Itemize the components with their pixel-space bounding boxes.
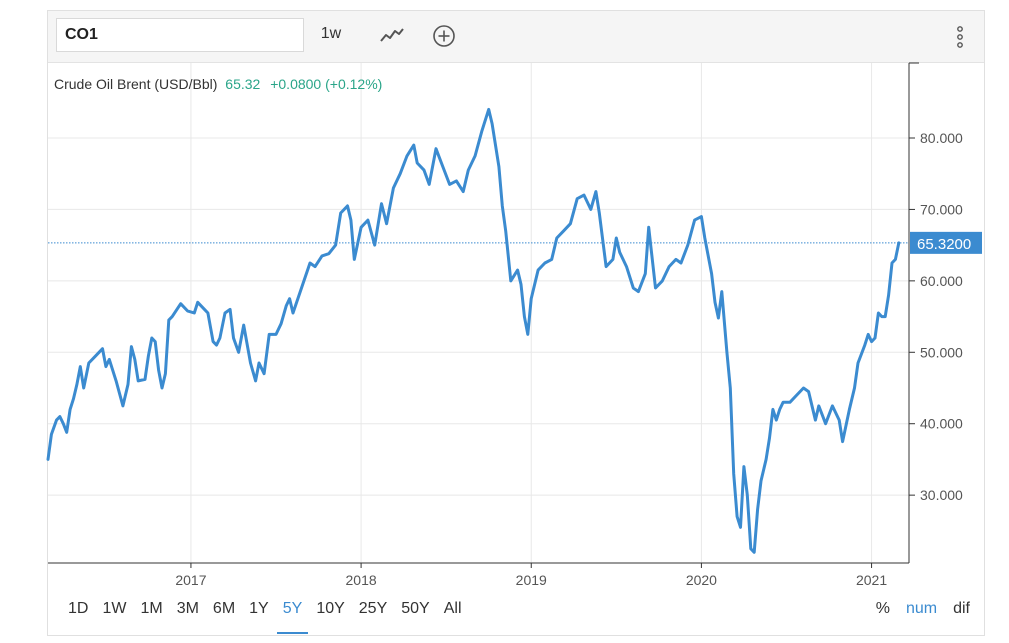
y-tick-label: 70.000 [920, 201, 963, 217]
instrument-name: Crude Oil Brent (USD/Bbl) [54, 76, 218, 92]
x-tick-label: 2017 [175, 572, 206, 588]
range-selector: 1D 1W 1M 3M 6M 1Y 5Y 10Y 25Y 50Y All [68, 600, 476, 634]
range-1d[interactable]: 1D [68, 600, 89, 617]
line-chart-icon[interactable] [378, 23, 406, 49]
range-50y[interactable]: 50Y [401, 600, 430, 617]
y-tick-label: 50.000 [920, 344, 963, 360]
x-tick-label: 2020 [686, 572, 717, 588]
range-6m[interactable]: 6M [212, 600, 236, 617]
range-10y[interactable]: 10Y [316, 600, 345, 617]
last-price: 65.32 [225, 76, 261, 92]
y-tick-label: 30.000 [920, 487, 963, 503]
last-price-badge-label: 65.3200 [917, 236, 971, 253]
interval-selector[interactable]: 1w [320, 25, 342, 42]
range-all[interactable]: All [443, 600, 462, 617]
x-tick-label: 2019 [516, 572, 547, 588]
scale-dif[interactable]: dif [953, 600, 970, 617]
x-tick-label: 2018 [346, 572, 377, 588]
y-tick-label: 80.000 [920, 130, 963, 146]
y-tick-label: 60.000 [920, 273, 963, 289]
scale-num[interactable]: num [905, 600, 938, 617]
quote-header: Crude Oil Brent (USD/Bbl) 65.32 +0.0800 … [54, 76, 382, 92]
range-5y[interactable]: 5Y [276, 600, 308, 634]
range-25y[interactable]: 25Y [358, 600, 388, 617]
symbol-input[interactable] [56, 18, 304, 52]
y-tick-label: 40.000 [920, 416, 963, 432]
scale-selector: % num dif [860, 600, 970, 618]
chart-frame [47, 10, 985, 636]
range-1m[interactable]: 1M [140, 600, 163, 617]
plus-circle-icon[interactable] [430, 23, 458, 49]
scale-percent[interactable]: % [875, 600, 890, 617]
price-change: +0.0800 (+0.12%) [270, 76, 383, 92]
range-3m[interactable]: 3M [176, 600, 199, 617]
last-price-badge [910, 231, 982, 254]
x-tick-label: 2021 [856, 572, 887, 588]
range-1y[interactable]: 1Y [249, 600, 269, 617]
price-series-line [46, 107, 901, 554]
chart-toolbar: 1w [48, 11, 984, 63]
range-1w[interactable]: 1W [102, 600, 127, 617]
vertical-dots-icon[interactable] [954, 24, 966, 50]
